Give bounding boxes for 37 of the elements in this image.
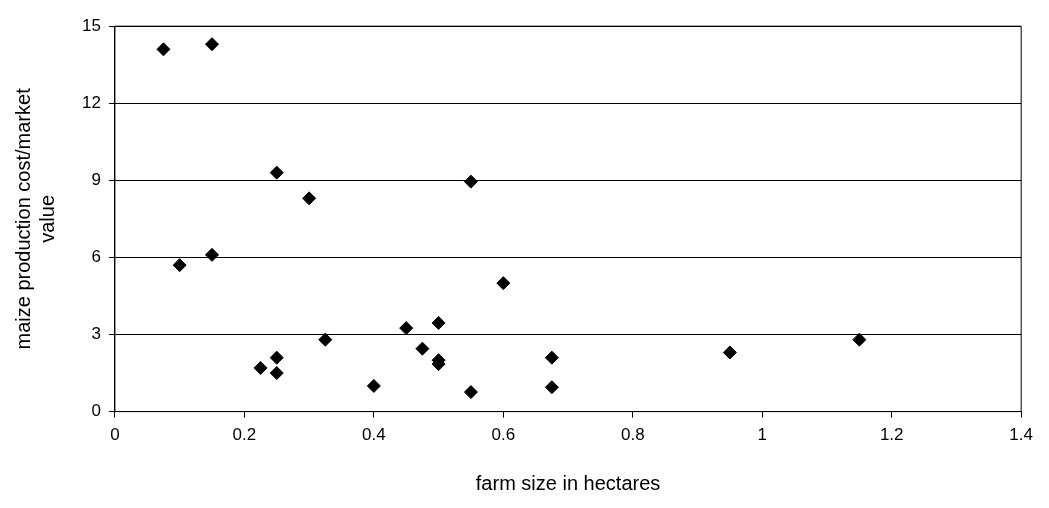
point — [318, 332, 333, 347]
x-tick-label: 0.2 — [232, 425, 257, 445]
y-tick-label: 0 — [91, 401, 101, 421]
y-tick-label: 9 — [91, 170, 101, 190]
point — [463, 174, 478, 189]
x-tick-label: 1 — [757, 425, 767, 445]
x-tick-label: 1.2 — [879, 425, 904, 445]
point — [205, 247, 220, 262]
point — [302, 191, 317, 206]
y-tick-label: 12 — [81, 92, 101, 112]
point — [415, 341, 430, 356]
y-tick-label: 3 — [91, 324, 101, 344]
y-axis-title: maize production cost/market value — [11, 87, 58, 350]
point — [269, 165, 284, 180]
x-tick-label: 1.4 — [1009, 425, 1033, 445]
point — [205, 37, 220, 52]
point — [544, 350, 559, 365]
point — [463, 385, 478, 400]
point — [399, 321, 414, 336]
point — [366, 378, 381, 393]
point — [722, 345, 737, 360]
point — [269, 366, 284, 381]
point — [253, 360, 268, 375]
point — [156, 42, 171, 57]
point — [431, 315, 446, 330]
point — [172, 258, 187, 273]
x-tick-label: 0.4 — [362, 425, 386, 445]
y-tick-label: 15 — [81, 15, 101, 35]
point — [852, 332, 867, 347]
point — [269, 350, 284, 365]
point — [544, 380, 559, 395]
x-axis-title: farm size in hectares — [475, 471, 661, 494]
x-tick-label: 0.6 — [491, 425, 516, 445]
y-tick-label: 6 — [91, 247, 101, 267]
point — [496, 276, 511, 291]
x-tick-label: 0 — [110, 425, 120, 445]
x-tick-label: 0.8 — [620, 425, 645, 445]
